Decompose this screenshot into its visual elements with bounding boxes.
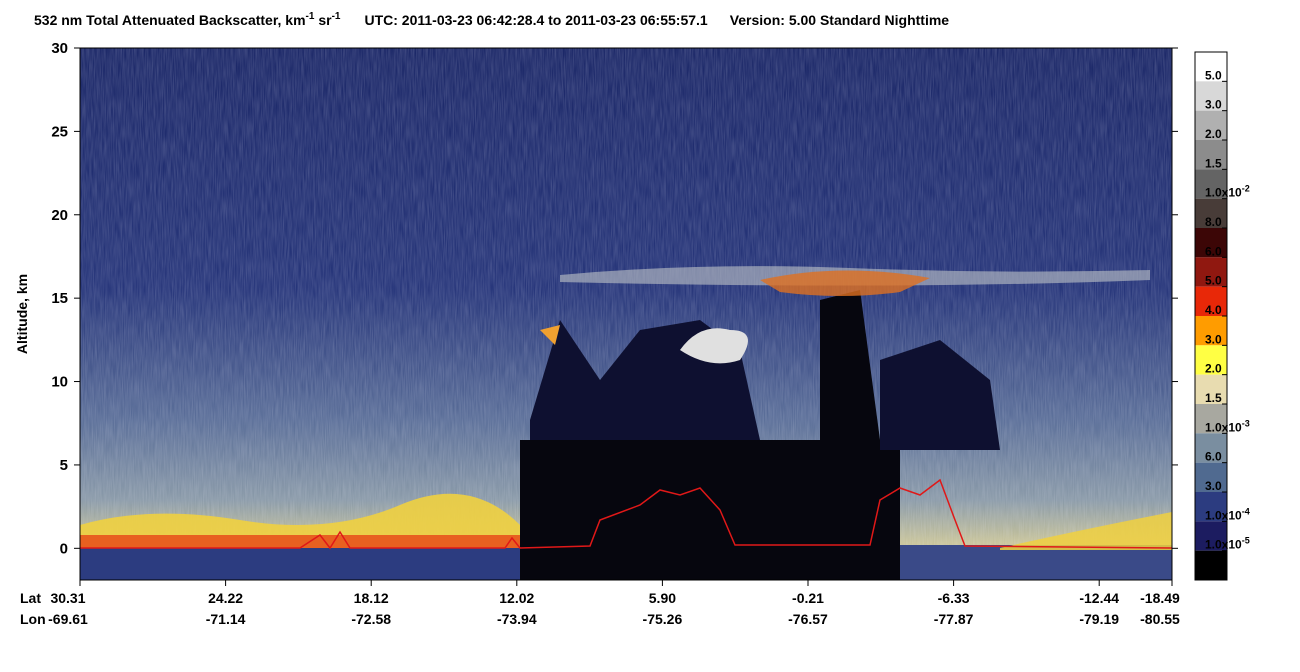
colorbar-label: 1.5: [1205, 156, 1222, 170]
chart-title: 532 nm Total Attenuated Backscatter, km-…: [34, 11, 949, 28]
colorbar-label-text: 2.0: [1205, 362, 1222, 376]
y-axis-label: Altitude, km: [14, 274, 30, 354]
colorbar-label-text: 6.0: [1205, 450, 1222, 464]
colorbar-label: 4.0: [1205, 303, 1222, 317]
lon-label: -80.55: [1140, 611, 1180, 627]
lon-label: -77.87: [934, 611, 974, 627]
colorbar-swatch: [1195, 462, 1227, 492]
colorbar-label-exponent: -2: [1242, 184, 1250, 194]
lat-label: -12.44: [1079, 590, 1119, 606]
colorbar-label: 2.0: [1205, 127, 1222, 141]
lat-label: -18.49: [1140, 590, 1180, 606]
colorbar-swatch: [1195, 316, 1227, 346]
colorbar-swatch: [1195, 433, 1227, 463]
colorbar-label: 5.0: [1205, 68, 1222, 82]
colorbar-label-exponent: -4: [1242, 506, 1250, 516]
lon-label: -73.94: [497, 611, 537, 627]
colorbar-label-text: 4.0: [1205, 303, 1222, 317]
y-tick-label: 30: [51, 40, 68, 57]
lat-label: 12.02: [499, 590, 534, 606]
colorbar-swatch: [1195, 198, 1227, 228]
colorbar-label: 3.0: [1205, 479, 1222, 493]
y-tick-label: 0: [60, 540, 68, 557]
colorbar-swatch: [1195, 169, 1227, 199]
lat-label: -0.21: [792, 590, 824, 606]
lon-label: -72.58: [351, 611, 391, 627]
colorbar-swatch: [1195, 110, 1227, 140]
lat-label: 18.12: [354, 590, 389, 606]
colorbar-label-text: 1.5: [1205, 391, 1222, 405]
colorbar-label-exponent: -3: [1242, 418, 1250, 428]
colorbar-label-text: 3.0: [1205, 332, 1222, 346]
lat-label: -6.33: [938, 590, 970, 606]
colorbar-label: 2.0: [1205, 362, 1222, 376]
colorbar-swatch: [1195, 521, 1227, 551]
colorbar-label: 1.0x10-5: [1205, 536, 1250, 552]
y-tick-label: 15: [51, 290, 68, 307]
colorbar-label-text: 1.0x10: [1205, 508, 1242, 522]
colorbar-label: 1.0x10-3: [1205, 418, 1250, 434]
colorbar-label: 5.0: [1205, 274, 1222, 288]
plot-frame: [79, 47, 1173, 581]
lat-label: 30.31: [50, 590, 85, 606]
colorbar-label: 6.0: [1205, 450, 1222, 464]
backscatter-image: [80, 48, 1173, 580]
lat-label: 5.90: [649, 590, 676, 606]
colorbar-label-text: 8.0: [1205, 215, 1222, 229]
lon-label: -75.26: [643, 611, 683, 627]
colorbar-swatch: [1195, 345, 1227, 375]
colorbar-label: 6.0: [1205, 244, 1222, 258]
lon-label: -79.19: [1079, 611, 1119, 627]
colorbar-swatch: [1195, 140, 1227, 170]
colorbar-label: 3.0: [1205, 332, 1222, 346]
colorbar-swatch: [1195, 52, 1227, 82]
lat-row-label: Lat: [20, 590, 41, 606]
y-tick-label: 20: [51, 207, 68, 224]
colorbar-label-text: 1.5: [1205, 156, 1222, 170]
y-tick-label: 10: [51, 374, 68, 391]
lon-label: -71.14: [206, 611, 246, 627]
colorbar-swatch: [1195, 81, 1227, 111]
colorbar-label: 1.5: [1205, 391, 1222, 405]
colorbar-label-text: 5.0: [1205, 68, 1222, 82]
colorbar-swatch: [1195, 404, 1227, 434]
colorbar-label-text: 2.0: [1205, 127, 1222, 141]
colorbar-swatch: [1195, 492, 1227, 522]
colorbar-swatch: [1195, 374, 1227, 404]
colorbar-label-text: 5.0: [1205, 274, 1222, 288]
colorbar-label-text: 3.0: [1205, 479, 1222, 493]
colorbar-label: 3.0: [1205, 98, 1222, 112]
colorbar-swatch: [1195, 550, 1227, 580]
colorbar-label-text: 1.0x10: [1205, 186, 1242, 200]
colorbar-swatch: [1195, 228, 1227, 258]
colorbar-label-text: 3.0: [1205, 98, 1222, 112]
colorbar-label-text: 1.0x10: [1205, 420, 1242, 434]
lon-label: -69.61: [48, 611, 88, 627]
lon-row-label: Lon: [20, 611, 46, 627]
colorbar-label-exponent: -5: [1242, 536, 1250, 546]
y-tick-label: 25: [51, 123, 68, 140]
colorbar-label: 1.0x10-4: [1205, 506, 1250, 522]
lat-label: 24.22: [208, 590, 243, 606]
y-tick-label: 5: [60, 457, 68, 474]
colorbar-label: 1.0x10-2: [1205, 184, 1250, 200]
lon-label: -76.57: [788, 611, 828, 627]
colorbar-swatch: [1195, 257, 1227, 287]
colorbar-swatch: [1195, 286, 1227, 316]
colorbar-label-text: 6.0: [1205, 244, 1222, 258]
colorbar-label-text: 1.0x10: [1205, 538, 1242, 552]
colorbar-label: 8.0: [1205, 215, 1222, 229]
